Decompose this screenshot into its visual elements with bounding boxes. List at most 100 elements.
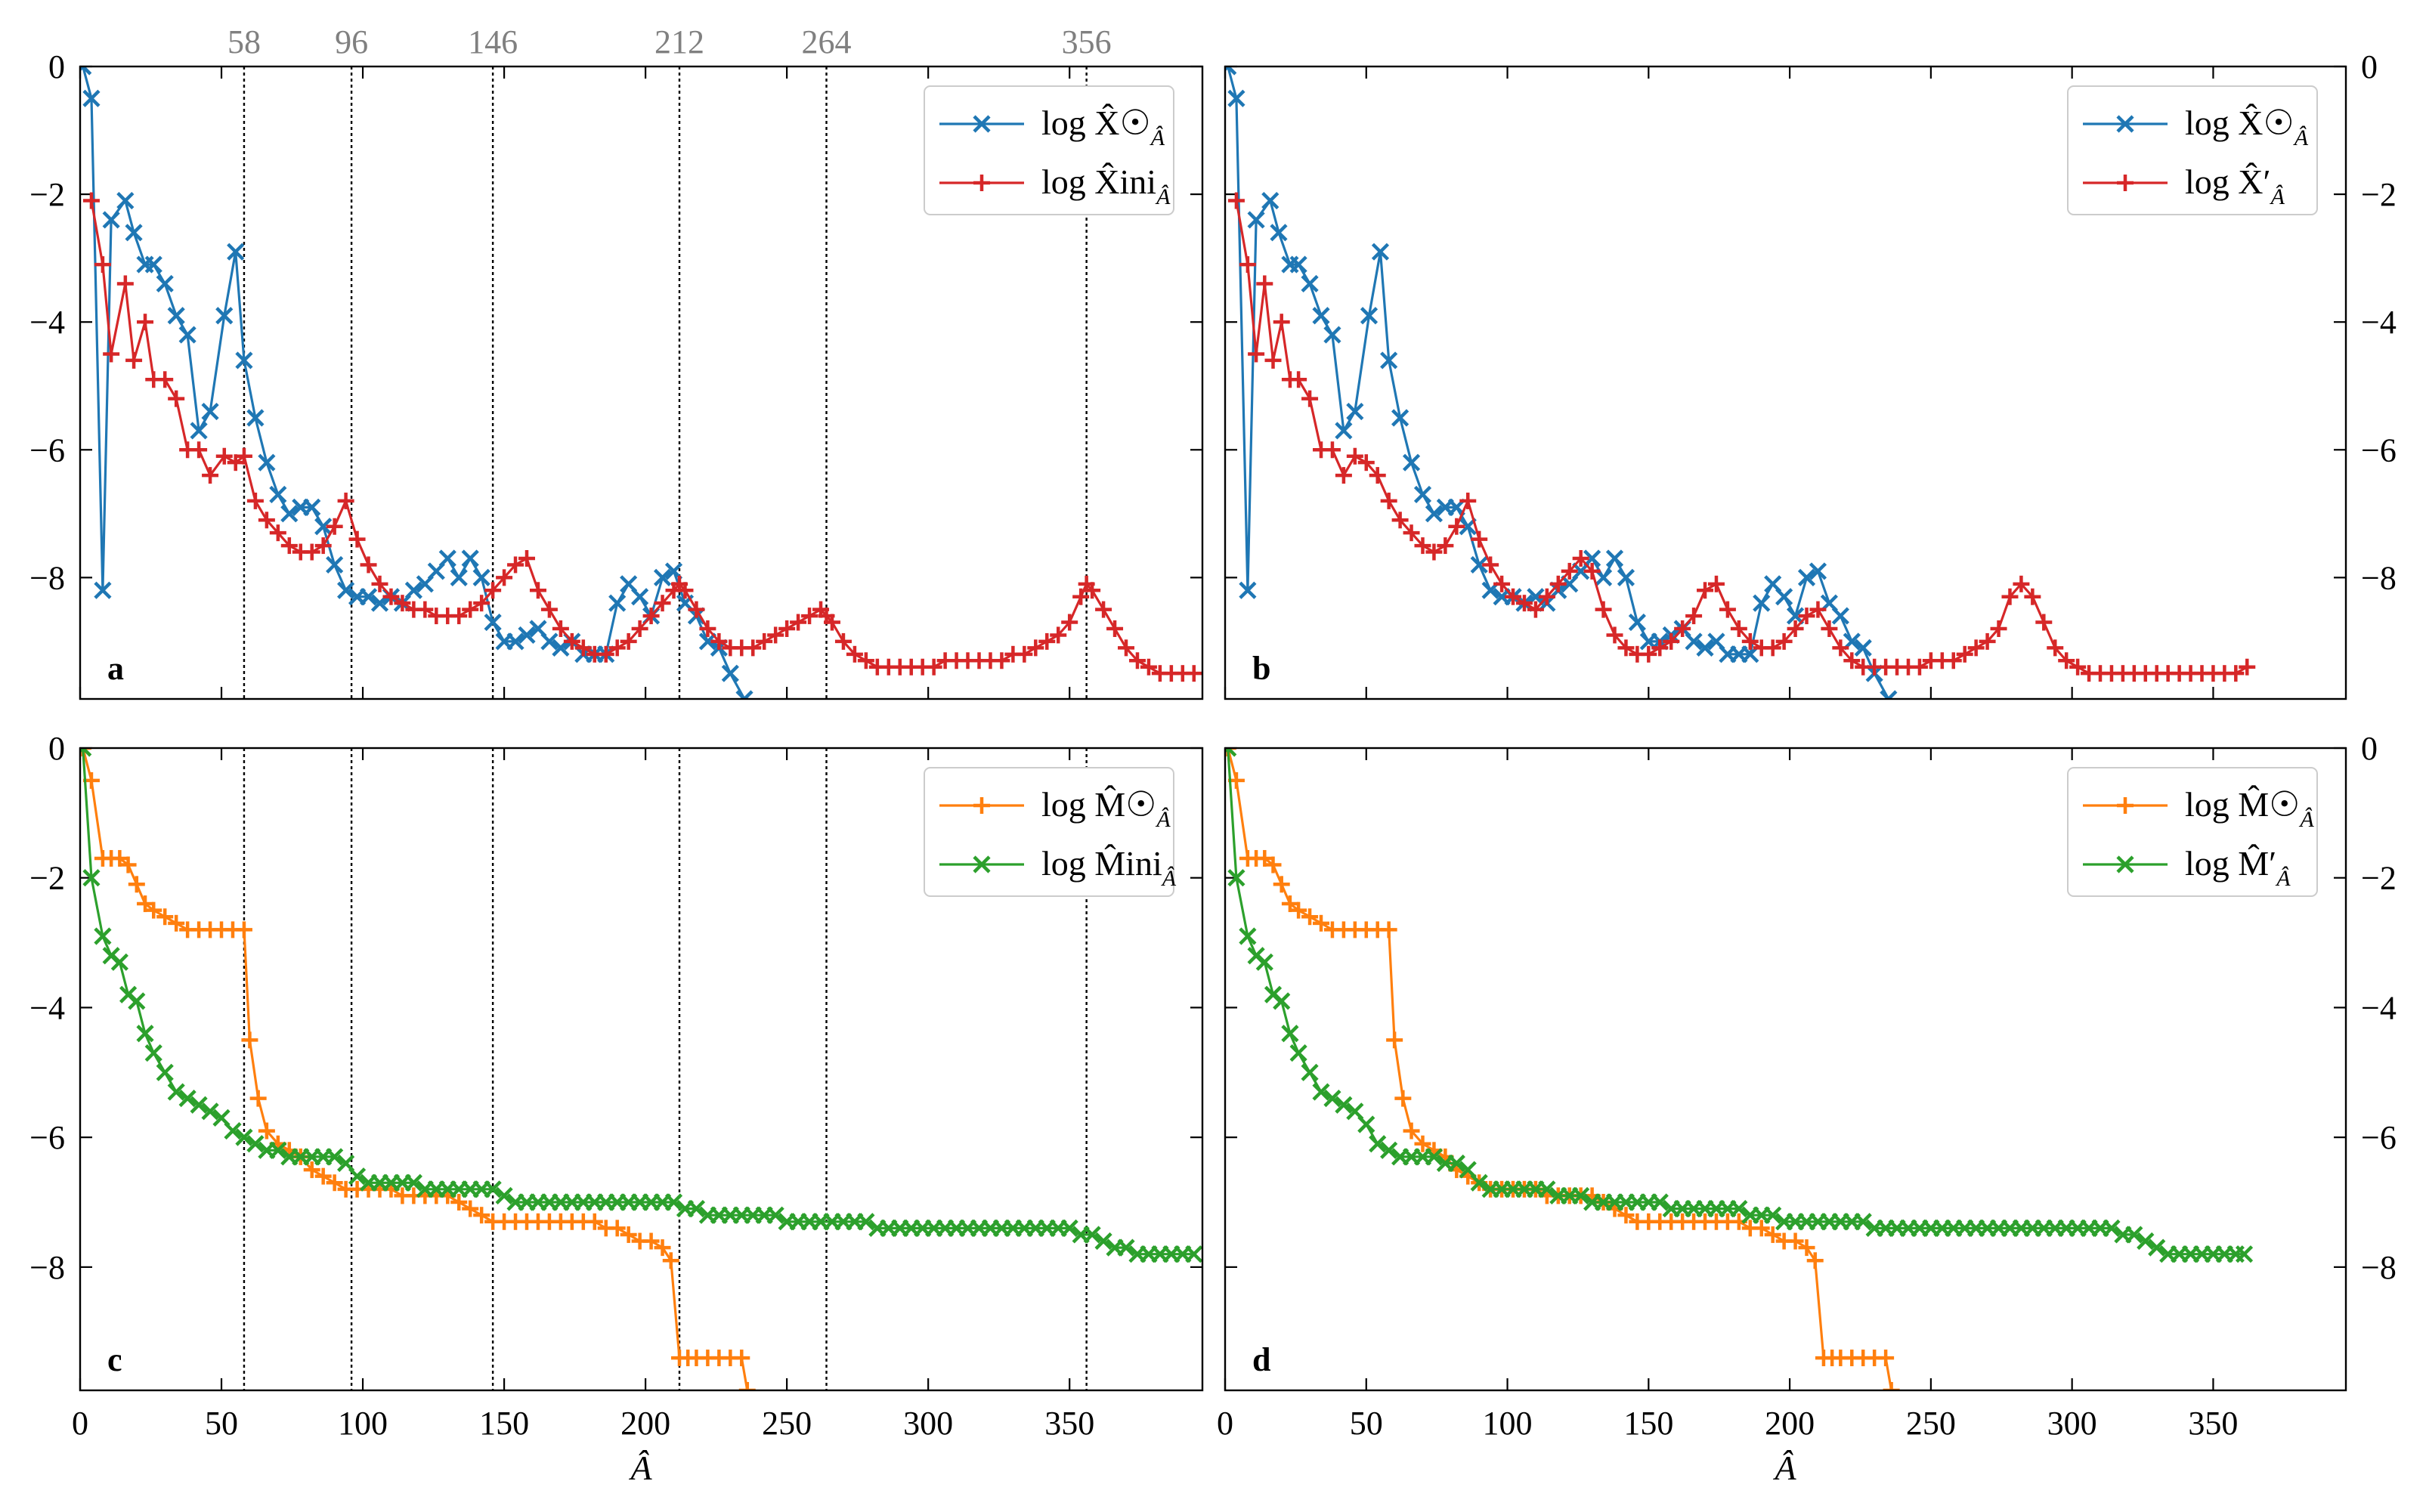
data-point — [1809, 601, 1827, 618]
data-point — [1380, 1141, 1398, 1159]
series-line — [1227, 748, 1893, 1390]
data-point — [846, 645, 863, 663]
data-point — [136, 1025, 154, 1043]
data-point — [1482, 556, 1499, 574]
data-point — [1227, 89, 1245, 107]
data-point — [1832, 639, 1849, 657]
data-point — [1185, 665, 1202, 682]
data-point — [608, 594, 627, 612]
data-point — [1470, 1173, 1488, 1192]
data-point — [224, 1121, 242, 1140]
data-point — [235, 1128, 253, 1146]
data-point — [1323, 441, 1341, 459]
data-point — [1775, 588, 1793, 606]
data-point — [1786, 607, 1805, 625]
data-point — [1360, 307, 1379, 325]
data-point — [116, 191, 135, 210]
data-point — [450, 1194, 468, 1211]
data-point — [1806, 1252, 1824, 1269]
data-point — [1697, 582, 1714, 599]
data-point — [1617, 639, 1635, 657]
data-point — [1538, 1180, 1556, 1198]
data-point — [1225, 66, 1237, 76]
data-point — [1369, 1135, 1387, 1153]
data-point — [1448, 518, 1465, 535]
data-point — [1061, 614, 1078, 631]
data-point — [1270, 224, 1288, 242]
data-point — [1391, 409, 1409, 427]
data-point — [314, 1167, 332, 1185]
data-point — [1854, 639, 1872, 657]
y-tick-label: 0 — [2361, 730, 2378, 767]
data-point — [2035, 614, 2053, 631]
data-point — [801, 608, 818, 625]
data-point — [359, 588, 378, 606]
data-point — [1290, 371, 1307, 388]
data-point — [993, 652, 1010, 669]
data-point — [1764, 639, 1781, 657]
data-point — [1346, 447, 1363, 465]
data-point — [348, 530, 366, 548]
data-point — [756, 632, 773, 650]
data-point — [235, 447, 252, 465]
data-point — [1741, 632, 1759, 650]
data-point — [303, 498, 321, 516]
data-point — [1323, 1090, 1341, 1108]
data-point — [326, 555, 344, 574]
data-point — [1281, 895, 1298, 913]
data-point — [574, 639, 592, 657]
data-point — [1239, 581, 1257, 599]
data-point — [1414, 537, 1431, 555]
data-point — [2227, 665, 2245, 682]
x-axis-label: Â — [1772, 1449, 1796, 1487]
data-point — [1606, 626, 1623, 644]
data-point — [1753, 1220, 1770, 1237]
data-point — [1094, 1232, 1112, 1251]
data-point — [241, 1031, 258, 1049]
y-tick-label: −6 — [2361, 431, 2397, 468]
axes-frame — [1224, 747, 2347, 1392]
data-point — [1956, 645, 1973, 663]
data-point — [258, 1122, 275, 1139]
vline-label-146: 146 — [468, 23, 518, 60]
data-point — [1640, 645, 1657, 663]
vline-label-96: 96 — [335, 23, 368, 60]
data-point — [1470, 555, 1488, 574]
data-point — [1027, 639, 1044, 657]
data-point — [1617, 1207, 1635, 1224]
x-tick-label: 150 — [1623, 1405, 1673, 1442]
data-point — [303, 1161, 320, 1179]
series-1 — [1225, 748, 2254, 1263]
data-point — [1798, 608, 1815, 625]
y-tick-label: −4 — [29, 304, 65, 341]
data-point — [337, 492, 354, 509]
data-point — [201, 1102, 219, 1121]
data-point — [687, 1200, 706, 1218]
data-point — [1301, 1063, 1319, 1081]
data-point — [1247, 211, 1265, 229]
data-point — [620, 1226, 637, 1243]
data-point — [1967, 639, 1985, 657]
data-point — [1128, 652, 1146, 669]
data-point — [416, 601, 434, 618]
data-point — [1386, 1031, 1403, 1049]
data-point — [1016, 645, 1033, 663]
data-point — [790, 614, 807, 631]
data-point — [1515, 595, 1533, 612]
data-point — [1425, 543, 1443, 561]
data-point — [1313, 914, 1330, 932]
y-tick-label: −2 — [2361, 176, 2397, 213]
data-point — [1227, 869, 1245, 887]
data-point — [1118, 639, 1135, 657]
data-point — [642, 608, 660, 625]
data-point — [529, 582, 546, 599]
data-point — [676, 582, 694, 599]
data-point — [1264, 351, 1282, 369]
panel-c: 0 50 100 150 200 250 300 350 0 −2 −4 −6 −8 c log M̂☉Âl… — [29, 730, 1204, 1487]
data-point — [823, 614, 840, 631]
data-point — [1117, 1238, 1135, 1257]
x-tick-label: 50 — [205, 1405, 238, 1442]
